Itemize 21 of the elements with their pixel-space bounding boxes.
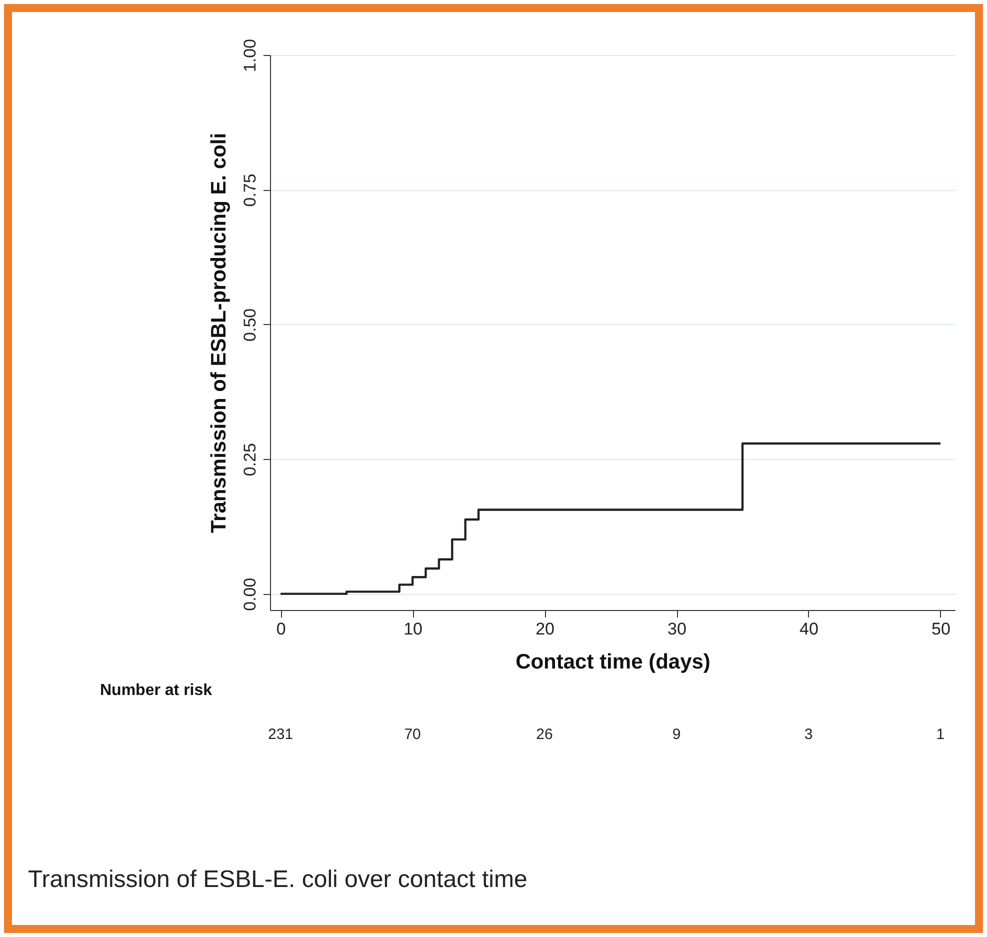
x-tick-label: 30	[668, 620, 686, 638]
y-tick-label: 0.00	[240, 578, 260, 611]
text: Transmission of ESBL-E. coli over contact time	[28, 866, 528, 894]
y-tick-label: 0.50	[240, 308, 260, 342]
y-tick-label: 0.25	[240, 443, 260, 476]
x-axis-title: Contact time (days)	[516, 650, 710, 674]
y-axis-title: Transmission of ESBL-producing E. coli	[208, 132, 230, 534]
x-tick-label: 20	[536, 620, 554, 638]
x-tick-label: 10	[404, 620, 423, 638]
text: 3	[804, 726, 813, 743]
x-tick-label: 50	[932, 620, 950, 638]
text: Number at risk	[100, 682, 212, 699]
x-tick-label: 40	[800, 620, 818, 638]
y-tick-label: 1.00	[240, 38, 260, 72]
y-tick-label: 0.75	[240, 174, 260, 207]
text: 9	[672, 726, 681, 743]
text: 231	[268, 726, 294, 743]
text: 26	[536, 726, 553, 743]
text: 70	[404, 726, 421, 743]
x-tick-label: 0	[276, 620, 286, 638]
text: 1	[936, 726, 945, 743]
